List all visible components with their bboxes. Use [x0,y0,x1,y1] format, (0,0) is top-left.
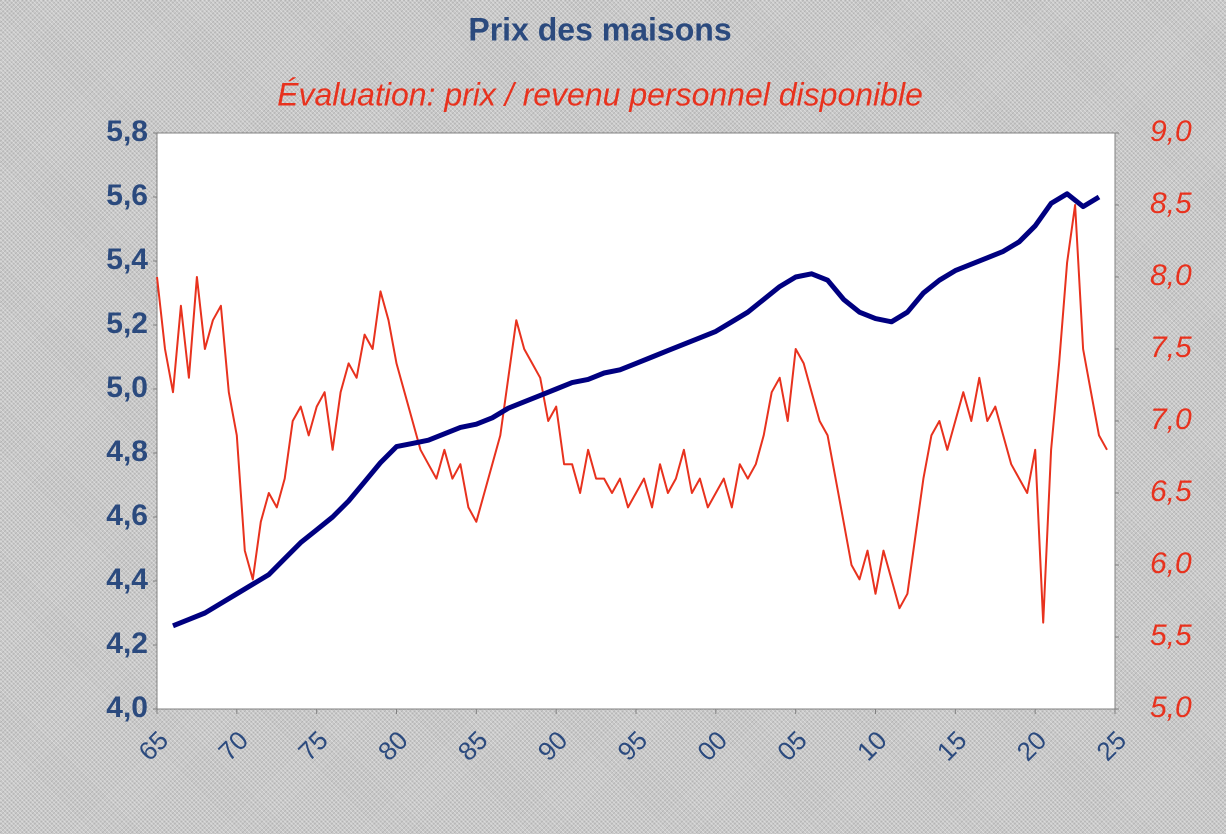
x-tick-label: 70 [212,725,254,767]
x-tick-label: 65 [132,725,174,767]
y-tick-label: 5,0 [106,371,148,404]
y-tick-label: 5,6 [106,179,148,212]
x-tick-label: 85 [452,725,494,767]
y2-tick-label: 6,5 [1150,475,1192,508]
y2-tick-label: 8,0 [1150,259,1192,292]
x-tick-label: 25 [1090,725,1132,767]
y-tick-label: 4,0 [106,691,148,724]
y-tick-label: 4,8 [106,435,148,468]
x-tick-label: 00 [691,725,733,767]
y2-tick-label: 7,5 [1150,331,1192,364]
x-tick-label: 10 [851,725,893,767]
y2-tick-label: 5,5 [1150,619,1192,652]
x-tick-label: 15 [931,725,973,767]
y-tick-label: 4,6 [106,499,148,532]
y-tick-label: 5,2 [106,307,148,340]
x-tick-label: 75 [292,725,334,767]
y-tick-label: 5,4 [106,243,148,276]
chart-title: Prix des maisons [468,11,731,47]
data-line [156,204,1108,624]
y-tick-label: 4,2 [106,627,148,660]
y2-tick-label: 7,0 [1150,403,1192,436]
x-tick-label: 20 [1011,725,1053,767]
y2-tick-label: 9,0 [1150,115,1192,148]
x-tick-label: 05 [771,725,813,767]
y2-tick-label: 5,0 [1150,691,1192,724]
x-tick-label: 90 [532,725,574,767]
chart-subtitle: Évaluation: prix / revenu personnel disp… [277,76,923,112]
x-tick-label: 80 [372,725,414,767]
y-tick-label: 5,8 [106,115,148,148]
x-tick-label: 95 [611,725,653,767]
y2-tick-label: 6,0 [1150,547,1192,580]
y-tick-label: 4,4 [106,563,148,596]
y2-tick-label: 8,5 [1150,187,1192,220]
data-line [172,191,1101,629]
